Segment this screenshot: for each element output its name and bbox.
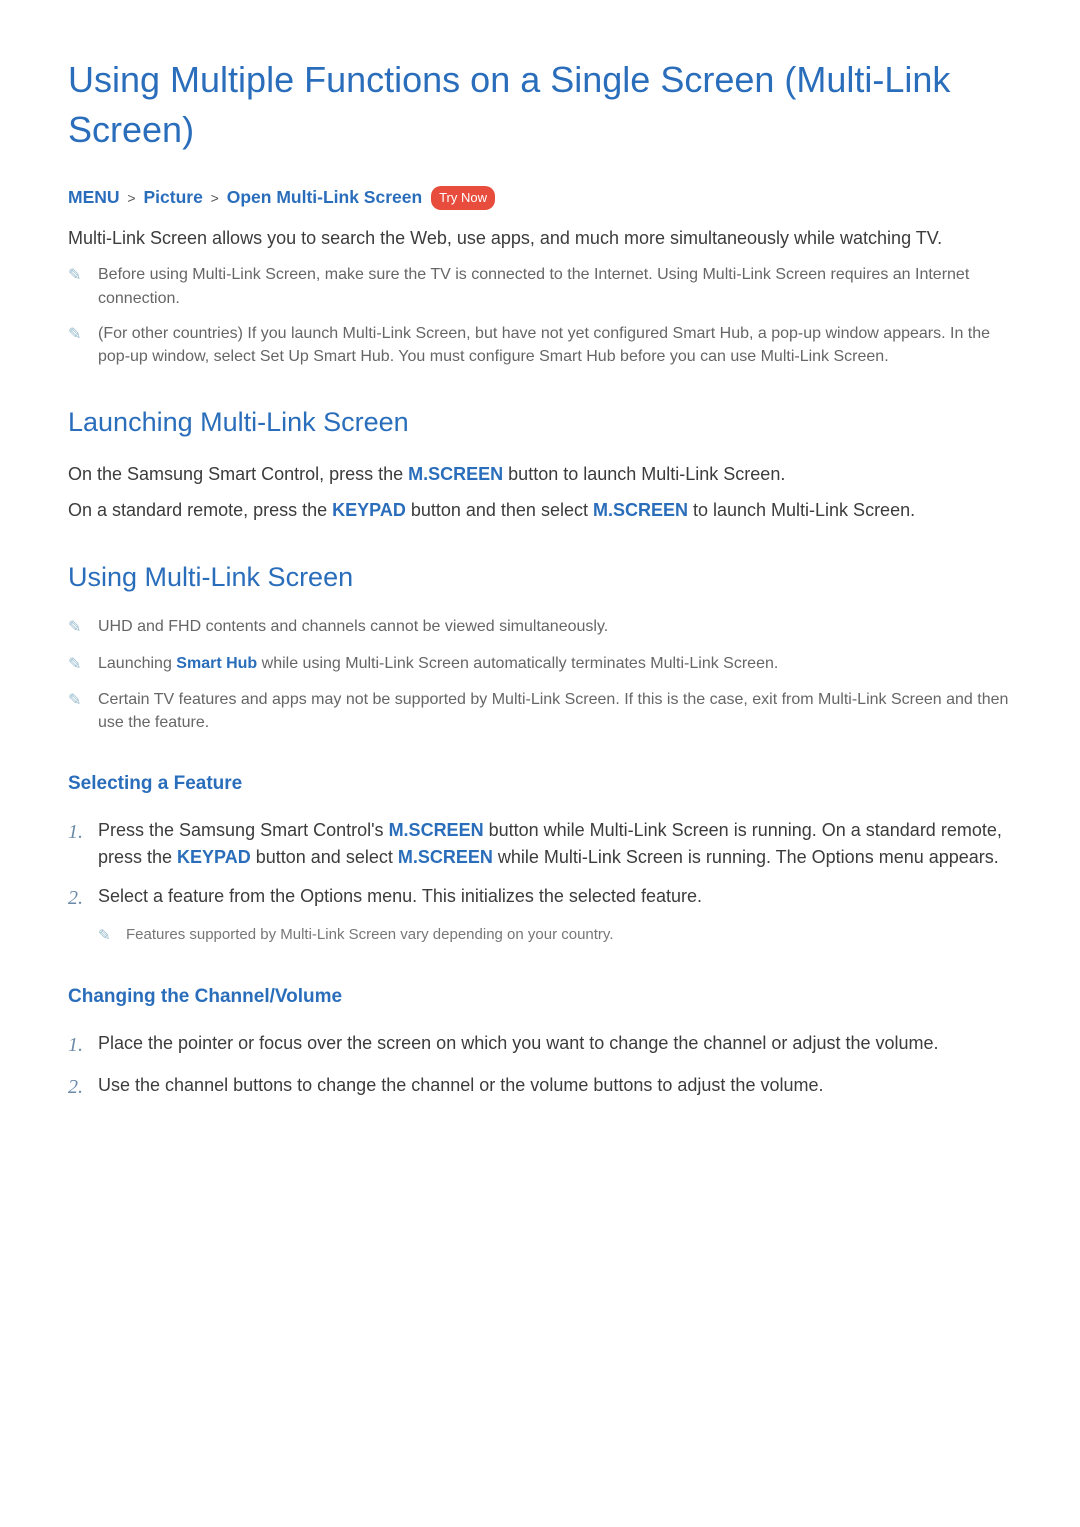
heading-launching: Launching Multi-Link Screen [68,402,1018,443]
text-fragment: Launching [98,655,176,672]
button-label-mscreen: M.SCREEN [398,847,493,867]
nested-note: Features supported by Multi-Link Screen … [98,924,1018,948]
list-item: 2. Select a feature from the Options men… [68,883,1018,948]
note-item: (For other countries) If you launch Mult… [68,322,1018,368]
note-item: UHD and FHD contents and channels cannot… [68,615,1018,639]
text-fragment: button and then select [406,500,593,520]
button-label-mscreen: M.SCREEN [389,820,484,840]
note-icon [68,615,98,639]
step-body: Use the channel buttons to change the ch… [98,1072,1018,1102]
note-text: Features supported by Multi-Link Screen … [126,924,614,948]
breadcrumb-separator: > [211,190,219,206]
step-number: 1. [68,817,98,871]
step-number: 2. [68,883,98,948]
launch-paragraph-2: On a standard remote, press the KEYPAD b… [68,497,1018,523]
note-icon [98,924,126,948]
note-icon [68,688,98,734]
note-text: (For other countries) If you launch Mult… [98,322,1018,368]
try-now-badge[interactable]: Try Now [431,186,495,211]
button-label-mscreen: M.SCREEN [408,464,503,484]
step-text: Select a feature from the Options menu. … [98,886,702,906]
button-label-keypad: KEYPAD [177,847,251,867]
launch-paragraph-1: On the Samsung Smart Control, press the … [68,461,1018,487]
text-fragment: while using Multi-Link Screen automatica… [257,655,778,672]
step-body: Place the pointer or focus over the scre… [98,1030,1018,1060]
text-fragment: while Multi-Link Screen is running. The … [493,847,999,867]
list-item: 1. Press the Samsung Smart Control's M.S… [68,817,1018,871]
step-number: 1. [68,1030,98,1060]
intro-note-list: Before using Multi-Link Screen, make sur… [68,263,1018,368]
text-fragment: to launch Multi-Link Screen. [688,500,915,520]
note-text: Launching Smart Hub while using Multi-Li… [98,652,778,676]
intro-paragraph: Multi-Link Screen allows you to search t… [68,225,1018,251]
breadcrumb-item-open-multilink[interactable]: Open Multi-Link Screen [227,187,422,207]
using-note-list: UHD and FHD contents and channels cannot… [68,615,1018,734]
step-body: Select a feature from the Options menu. … [98,883,1018,948]
step-number: 2. [68,1072,98,1102]
note-icon [68,652,98,676]
note-item: Before using Multi-Link Screen, make sur… [68,263,1018,309]
selecting-steps-list: 1. Press the Samsung Smart Control's M.S… [68,817,1018,948]
list-item: 1. Place the pointer or focus over the s… [68,1030,1018,1060]
step-body: Press the Samsung Smart Control's M.SCRE… [98,817,1018,871]
note-text: Certain TV features and apps may not be … [98,688,1018,734]
heading-selecting-feature: Selecting a Feature [68,770,1018,799]
channel-steps-list: 1. Place the pointer or focus over the s… [68,1030,1018,1102]
note-icon [68,263,98,309]
text-fragment: button and select [251,847,398,867]
breadcrumb-item-menu[interactable]: MENU [68,187,120,207]
breadcrumb: MENU > Picture > Open Multi-Link Screen … [68,184,1018,211]
page-title: Using Multiple Functions on a Single Scr… [68,55,1018,156]
text-fragment: On a standard remote, press the [68,500,332,520]
button-label-mscreen: M.SCREEN [593,500,688,520]
note-text: Before using Multi-Link Screen, make sur… [98,263,1018,309]
breadcrumb-item-picture[interactable]: Picture [143,187,202,207]
breadcrumb-separator: > [127,190,135,206]
note-item: Certain TV features and apps may not be … [68,688,1018,734]
link-smart-hub[interactable]: Smart Hub [176,655,257,672]
list-item: 2. Use the channel buttons to change the… [68,1072,1018,1102]
text-fragment: Press the Samsung Smart Control's [98,820,389,840]
button-label-keypad: KEYPAD [332,500,406,520]
note-icon [68,322,98,368]
heading-using: Using Multi-Link Screen [68,557,1018,598]
note-text: UHD and FHD contents and channels cannot… [98,615,608,639]
note-item: Launching Smart Hub while using Multi-Li… [68,652,1018,676]
text-fragment: button to launch Multi-Link Screen. [503,464,785,484]
heading-changing-channel-volume: Changing the Channel/Volume [68,983,1018,1012]
text-fragment: On the Samsung Smart Control, press the [68,464,408,484]
